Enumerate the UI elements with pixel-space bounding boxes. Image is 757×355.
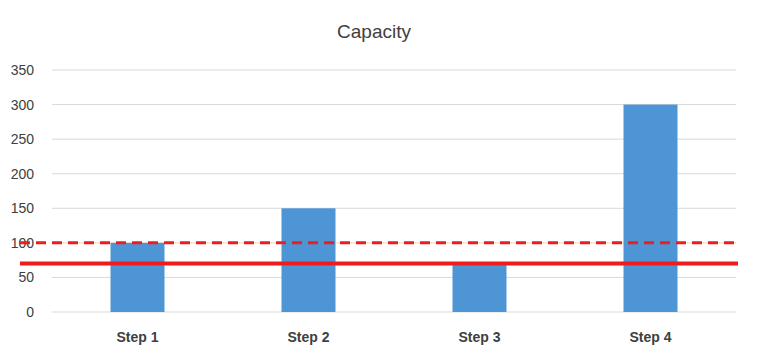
reference-line <box>20 262 738 266</box>
x-tick-label: Step 1 <box>116 329 158 345</box>
plot-area <box>20 105 738 312</box>
x-tick-label: Step 2 <box>287 329 329 345</box>
y-tick-label: 200 <box>11 166 35 182</box>
bar <box>282 208 336 312</box>
chart-svg: Capacity050100150200250300350Step 1Step … <box>0 0 757 355</box>
y-tick-label: 50 <box>18 269 34 285</box>
x-tick-label: Step 4 <box>629 329 671 345</box>
reference-line <box>20 241 738 244</box>
y-tick-label: 250 <box>11 131 35 147</box>
grid-line <box>52 70 736 71</box>
chart-container: Capacity050100150200250300350Step 1Step … <box>0 0 757 355</box>
y-tick-label: 150 <box>11 200 35 216</box>
x-tick-label: Step 3 <box>458 329 500 345</box>
bar <box>624 105 678 312</box>
y-tick-label: 300 <box>11 97 35 113</box>
y-tick-label: 0 <box>26 304 34 320</box>
bar <box>453 264 507 312</box>
bar <box>111 243 165 312</box>
y-axis-line <box>52 70 53 312</box>
title: Capacity <box>337 21 411 42</box>
y-tick-label: 350 <box>11 62 35 78</box>
